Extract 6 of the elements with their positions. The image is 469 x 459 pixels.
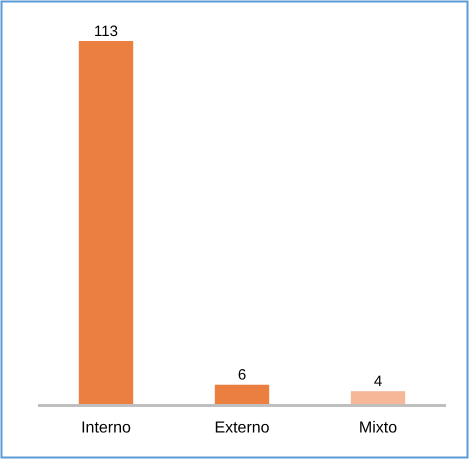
data-label: 6 <box>238 366 246 384</box>
x-tick-label: Externo <box>214 419 270 436</box>
data-label: 4 <box>374 373 382 390</box>
x-tick-label: Interno <box>81 419 132 436</box>
data-label: 113 <box>94 23 118 40</box>
x-tick-label: Mixto <box>358 419 398 436</box>
